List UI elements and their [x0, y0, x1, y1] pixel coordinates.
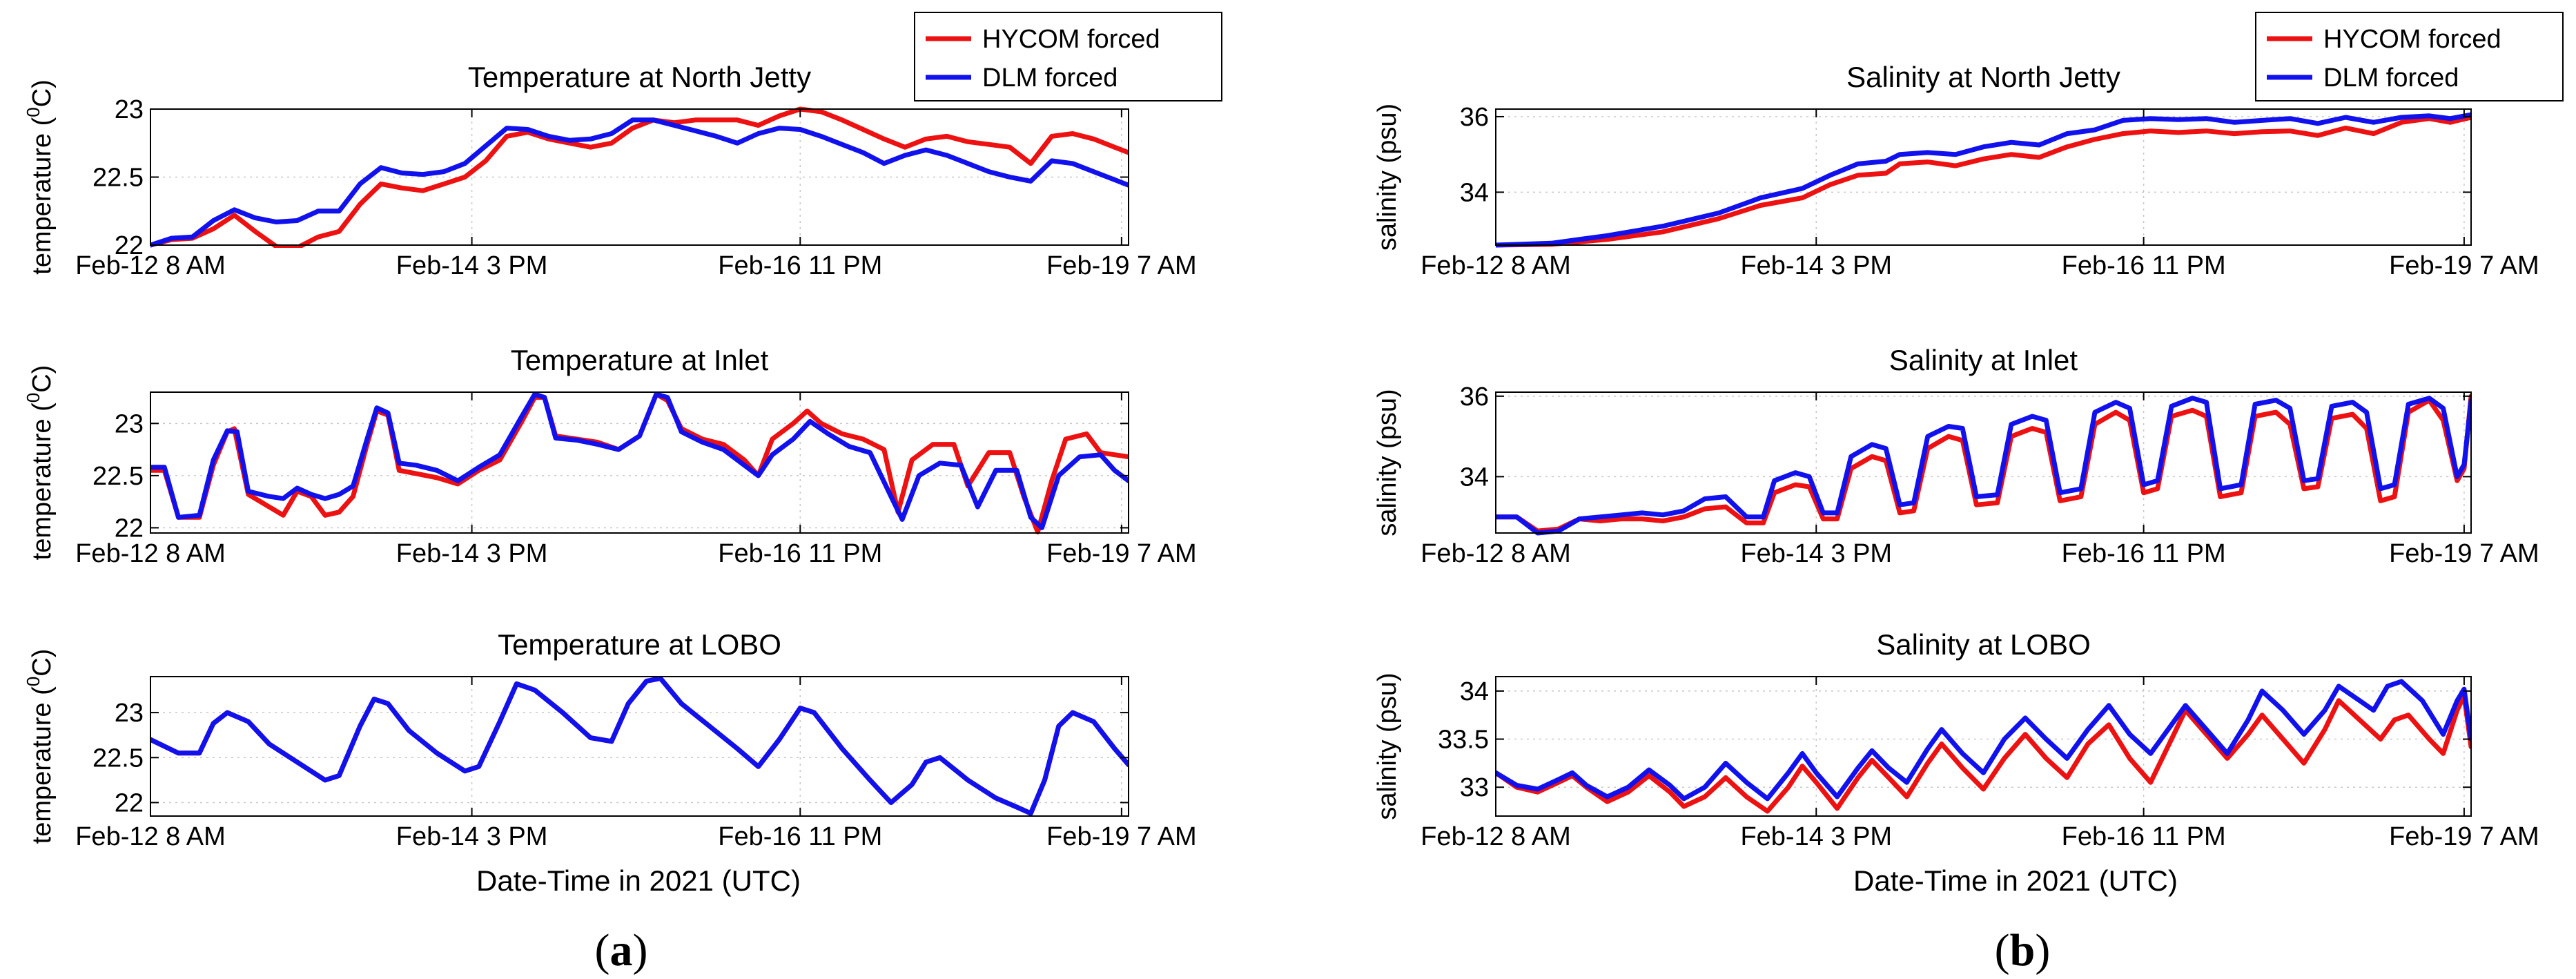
temp-north-jetty-y-axis-label: temperature (0C)	[23, 79, 57, 275]
sal-inlet-series-hycom	[1496, 394, 2471, 534]
sal-inlet-xtick-label-2: Feb-16 11 PM	[2062, 539, 2226, 568]
temp-inlet-title: Temperature at Inlet	[511, 344, 769, 376]
temp-inlet-xtick-label-2: Feb-16 11 PM	[718, 539, 882, 568]
sal-north-jetty-legend-label-1: DLM forced	[2323, 64, 2459, 93]
chart-temp-inlet: Feb-12 8 AM Feb-14 3 PM Feb-16 11 PM Feb-19…	[23, 344, 1197, 568]
temp-lobo-y-axis-label: temperature (0C)	[23, 649, 57, 844]
sal-lobo-y-axis-label: salinity (psu)	[1373, 672, 1402, 820]
sal-north-jetty-series-hycom	[1496, 115, 2471, 248]
sal-north-jetty-y-axis-label: salinity (psu)	[1373, 104, 1402, 251]
sal-north-jetty-xtick-label-3: Feb-19 7 AM	[2389, 251, 2539, 280]
temp-inlet-xtick-label-1: Feb-14 3 PM	[396, 539, 548, 568]
sal-inlet-series-group	[1496, 394, 2471, 536]
sal-inlet-xtick-label-3: Feb-19 7 AM	[2389, 539, 2539, 568]
x-axis-label-b: Date-Time in 2021 (UTC)	[1853, 864, 2178, 897]
sal-north-jetty-series-group	[1496, 112, 2471, 248]
x-axis-label-a: Date-Time in 2021 (UTC)	[476, 864, 801, 897]
sal-lobo-series-dlm	[1496, 679, 2471, 802]
svg-text:(b): (b)	[1995, 925, 2051, 976]
sal-north-jetty-ytick-label-0: 34	[1460, 178, 1489, 207]
temp-north-jetty-xtick-label-1: Feb-14 3 PM	[396, 251, 548, 280]
sal-lobo-series-hycom	[1496, 693, 2471, 814]
sal-north-jetty-axes-frame	[1495, 108, 2472, 246]
sal-lobo-ytick-label-0: 33	[1460, 773, 1489, 802]
sal-inlet-title: Salinity at Inlet	[1889, 344, 2078, 376]
chart-temp-north-jetty: Feb-12 8 AM Feb-14 3 PM Feb-16 11 PM Feb-19…	[23, 12, 1222, 280]
sal-inlet-xtick-label-0: Feb-12 8 AM	[1421, 539, 1571, 568]
sal-north-jetty-xtick-label-2: Feb-16 11 PM	[2062, 251, 2226, 280]
temp-north-jetty-xtick-label-2: Feb-16 11 PM	[718, 251, 882, 280]
sal-lobo-xtick-label-3: Feb-19 7 AM	[2389, 822, 2539, 851]
sal-north-jetty-legend-box	[2255, 12, 2564, 101]
sal-lobo-ytick-label-1: 33.5	[1438, 726, 1489, 755]
temp-lobo-xtick-label-3: Feb-19 7 AM	[1046, 822, 1197, 851]
sal-inlet-axes-frame	[1495, 391, 2472, 534]
temp-inlet-series-hycom	[150, 391, 1129, 534]
temp-north-jetty-title: Temperature at North Jetty	[468, 61, 811, 93]
temp-inlet-series-dlm	[150, 391, 1129, 530]
sal-north-jetty-series-dlm	[1496, 112, 2471, 248]
temp-north-jetty-legend: HYCOM forced DLM forced	[914, 12, 1222, 101]
sal-lobo-series-group	[1496, 679, 2471, 814]
temp-lobo-ytick-label-2: 23	[115, 699, 144, 728]
sal-inlet-ytick-label-0: 34	[1460, 463, 1489, 492]
sal-lobo-title: Salinity at LOBO	[1876, 628, 2090, 661]
temp-north-jetty-legend-label-1: DLM forced	[982, 64, 1118, 93]
sal-north-jetty-legend-label-0: HYCOM forced	[2323, 25, 2501, 54]
panel-label-a: (a)	[595, 925, 648, 976]
temp-inlet-axes-frame	[150, 391, 1129, 534]
temp-inlet-series-group	[150, 391, 1129, 534]
sal-north-jetty-ytick-label-1: 36	[1460, 103, 1489, 132]
sal-lobo-xtick-label-1: Feb-14 3 PM	[1740, 822, 1892, 851]
sal-north-jetty-legend: HYCOM forced DLM forced	[2255, 12, 2564, 101]
sal-inlet-y-axis-label: salinity (psu)	[1373, 389, 1402, 536]
panel-label-b: (b)	[1995, 925, 2051, 976]
temp-north-jetty-legend-label-0: HYCOM forced	[982, 25, 1160, 54]
chart-sal-inlet: Feb-12 8 AM Feb-14 3 PM Feb-16 11 PM Feb-19…	[1373, 344, 2539, 568]
temp-inlet-ytick-label-2: 23	[115, 409, 144, 438]
temp-inlet-ytick-label-1: 22.5	[92, 462, 144, 491]
temp-north-jetty-xtick-label-3: Feb-19 7 AM	[1046, 251, 1197, 280]
temp-north-jetty-series-dlm	[150, 117, 1129, 248]
temp-lobo-xtick-label-0: Feb-12 8 AM	[75, 822, 226, 851]
temp-north-jetty-ytick-label-0: 22	[115, 231, 144, 260]
sal-lobo-xtick-label-2: Feb-16 11 PM	[2062, 822, 2226, 851]
chart-sal-lobo: Feb-12 8 AM Feb-14 3 PM Feb-16 11 PM Feb-19…	[1373, 628, 2539, 851]
sal-north-jetty-xtick-label-0: Feb-12 8 AM	[1421, 251, 1571, 280]
temp-north-jetty-ytick-label-2: 23	[115, 95, 144, 124]
svg-text:(a): (a)	[595, 925, 648, 976]
sal-inlet-xtick-label-1: Feb-14 3 PM	[1740, 539, 1892, 568]
temp-lobo-series-hycom	[150, 676, 1129, 816]
temp-lobo-xtick-label-2: Feb-16 11 PM	[718, 822, 882, 851]
chart-sal-north-jetty: Feb-12 8 AM Feb-14 3 PM Feb-16 11 PM Feb-19…	[1373, 12, 2564, 280]
sal-lobo-axes-frame	[1495, 676, 2472, 817]
sal-north-jetty-title: Salinity at North Jetty	[1846, 61, 2120, 93]
temp-north-jetty-series-group	[150, 106, 1129, 248]
temp-inlet-y-axis-label: temperature (0C)	[23, 365, 57, 561]
temp-inlet-ytick-label-0: 22	[115, 514, 144, 543]
temp-north-jetty-series-hycom	[150, 106, 1129, 248]
temp-lobo-ytick-label-0: 22	[115, 788, 144, 817]
sal-north-jetty-xtick-label-1: Feb-14 3 PM	[1740, 251, 1892, 280]
temp-north-jetty-axes-frame	[150, 108, 1129, 246]
temp-lobo-series-dlm	[150, 676, 1129, 816]
sal-lobo-xtick-label-0: Feb-12 8 AM	[1421, 822, 1571, 851]
temp-north-jetty-legend-box	[914, 12, 1222, 101]
temp-lobo-ytick-label-1: 22.5	[92, 744, 144, 773]
sal-lobo-ytick-label-2: 34	[1460, 677, 1489, 706]
sal-inlet-series-dlm	[1496, 396, 2471, 536]
sal-inlet-ytick-label-1: 36	[1460, 382, 1489, 411]
chart-temp-lobo: Feb-12 8 AM Feb-14 3 PM Feb-16 11 PM Feb-19…	[23, 628, 1197, 851]
temp-inlet-xtick-label-3: Feb-19 7 AM	[1046, 539, 1197, 568]
temp-lobo-xtick-label-1: Feb-14 3 PM	[396, 822, 548, 851]
temp-lobo-axes-frame	[150, 676, 1129, 817]
temp-north-jetty-ytick-label-1: 22.5	[92, 164, 144, 193]
temp-lobo-series-group	[150, 676, 1129, 816]
temp-inlet-xtick-label-0: Feb-12 8 AM	[75, 539, 226, 568]
temp-north-jetty-xtick-label-0: Feb-12 8 AM	[75, 251, 226, 280]
temp-lobo-title: Temperature at LOBO	[498, 628, 781, 661]
